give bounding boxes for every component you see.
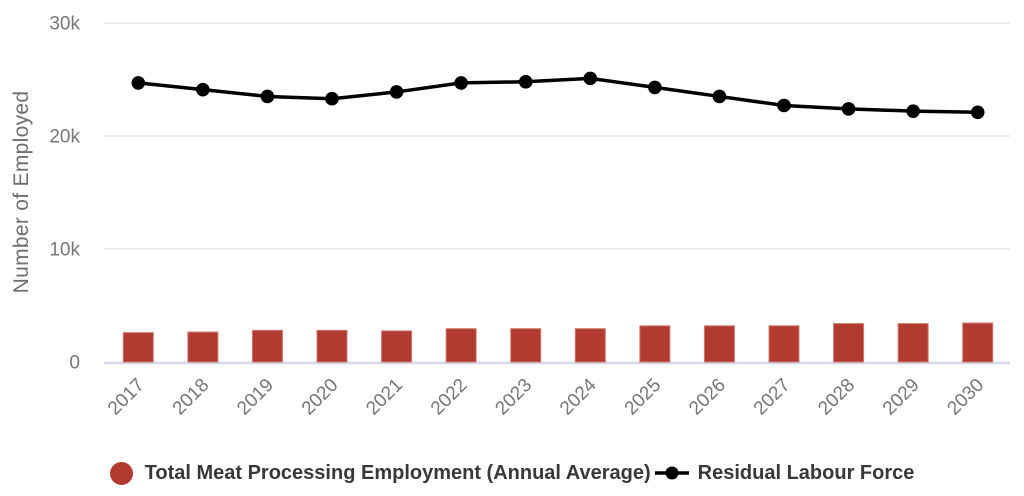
chart-legend: Total Meat Processing Employment (Annual… bbox=[0, 453, 1024, 493]
legend-item-line-series[interactable]: Residual Labour Force bbox=[654, 461, 915, 485]
x-tick-label-2018: 2018 bbox=[169, 375, 214, 420]
x-tick-label-2026: 2026 bbox=[685, 375, 730, 420]
bar-2021[interactable] bbox=[381, 330, 413, 363]
y-tick-label-10k: 10k bbox=[49, 240, 80, 261]
line-point-2027[interactable] bbox=[777, 98, 791, 113]
y-tick-label-20k: 20k bbox=[49, 127, 80, 148]
line-point-2023[interactable] bbox=[518, 74, 533, 89]
line-point-2021[interactable] bbox=[389, 85, 404, 99]
bar-2025[interactable] bbox=[639, 325, 671, 363]
bar-2020[interactable] bbox=[316, 329, 348, 363]
line-point-2026[interactable] bbox=[712, 89, 727, 104]
bar-2017[interactable] bbox=[122, 332, 154, 363]
y-tick-label-30k: 30k bbox=[49, 14, 80, 35]
x-tick-label-2027: 2027 bbox=[750, 375, 795, 420]
line-point-2030[interactable] bbox=[970, 105, 985, 120]
x-tick-label-2021: 2021 bbox=[362, 375, 407, 420]
bar-2018[interactable] bbox=[187, 331, 219, 363]
x-tick-label-2023: 2023 bbox=[492, 375, 537, 420]
bar-2022[interactable] bbox=[445, 328, 477, 363]
bar-2023[interactable] bbox=[510, 328, 542, 363]
line-point-2020[interactable] bbox=[325, 91, 339, 106]
y-tick-label-0: 0 bbox=[69, 353, 80, 374]
bar-2019[interactable] bbox=[251, 329, 283, 363]
bar-2026[interactable] bbox=[703, 325, 735, 363]
line-point-2017[interactable] bbox=[131, 76, 146, 90]
bar-2030[interactable] bbox=[962, 322, 994, 363]
x-tick-label-2024: 2024 bbox=[556, 374, 601, 419]
x-tick-label-2022: 2022 bbox=[427, 375, 472, 420]
line-series-swatch-icon bbox=[654, 465, 690, 481]
line-point-2022[interactable] bbox=[454, 76, 468, 90]
x-tick-label-2028: 2028 bbox=[814, 375, 859, 420]
x-tick-label-2017: 2017 bbox=[104, 375, 149, 420]
legend-label-bar-series: Total Meat Processing Employment (Annual… bbox=[144, 461, 651, 484]
x-tick-label-2025: 2025 bbox=[621, 375, 666, 420]
bar-2028[interactable] bbox=[833, 323, 865, 363]
line-point-2019[interactable] bbox=[260, 89, 275, 104]
x-tick-label-2030: 2030 bbox=[944, 375, 989, 420]
legend-item-bar-series[interactable]: Total Meat Processing Employment (Annual… bbox=[109, 461, 651, 485]
line-point-2024[interactable] bbox=[583, 71, 598, 86]
bar-2027[interactable] bbox=[768, 325, 800, 363]
chart-plot-area: 0 10k 20k 30k 2017 2018 2019 2020 2021 2022 2023 20… bbox=[49, 14, 1010, 420]
line-point-2018[interactable] bbox=[196, 82, 210, 97]
x-tick-label-2029: 2029 bbox=[879, 375, 924, 420]
bar-2024[interactable] bbox=[574, 328, 606, 363]
x-tick-label-2019: 2019 bbox=[233, 375, 278, 420]
bar-2029[interactable] bbox=[897, 323, 929, 363]
bar-series-swatch-icon bbox=[109, 461, 133, 485]
legend-label-line-series: Residual Labour Force bbox=[697, 461, 915, 484]
x-tick-label-2020: 2020 bbox=[298, 375, 343, 420]
line-point-2028[interactable] bbox=[841, 102, 856, 116]
line-series-path bbox=[138, 76, 978, 115]
line-point-2029[interactable] bbox=[906, 104, 920, 118]
line-point-2025[interactable] bbox=[648, 80, 662, 95]
